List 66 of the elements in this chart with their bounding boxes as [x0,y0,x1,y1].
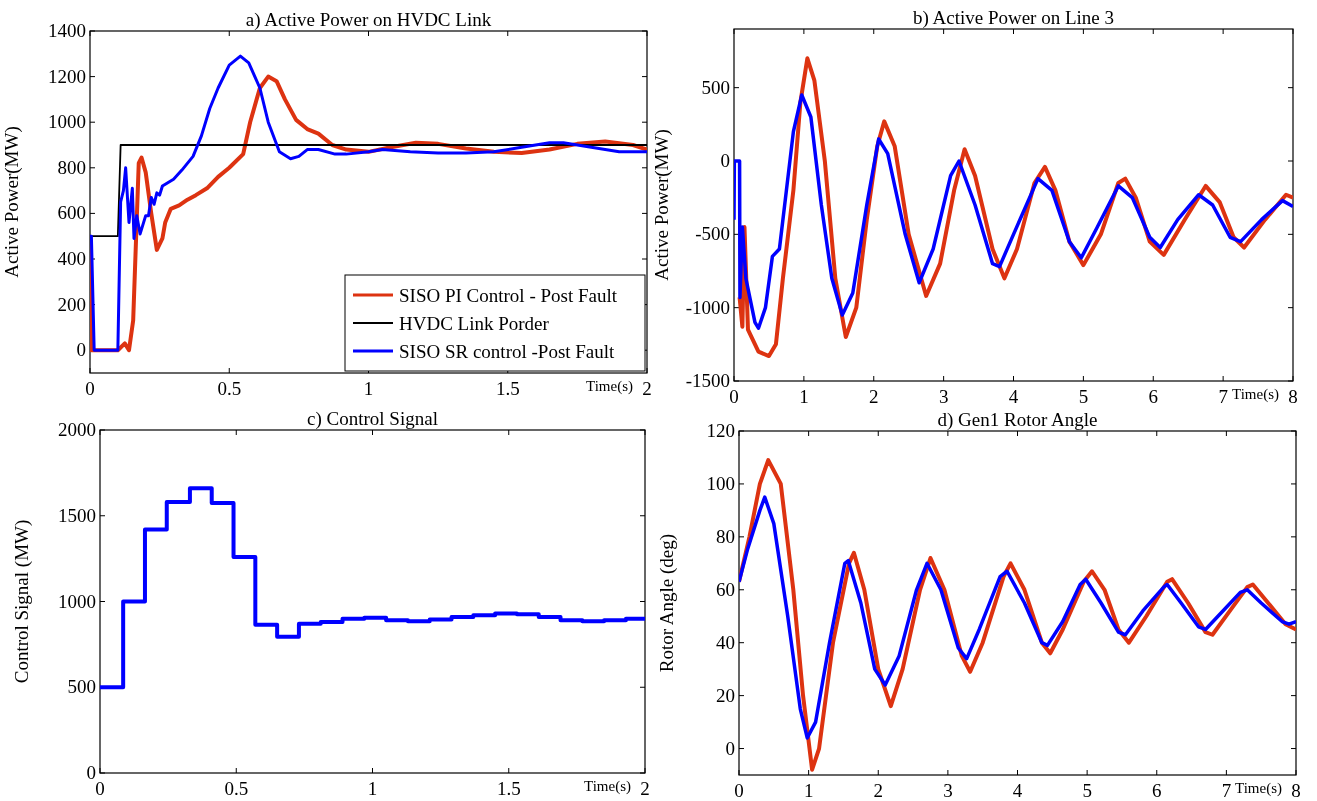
x-tick-label: 7 [1221,780,1232,801]
x-axis-title: Time(s) [584,778,631,795]
y-tick-label: 600 [57,202,86,224]
y-tick-label: 80 [716,525,735,547]
line-series [739,495,1296,740]
y-tick-label: 1400 [48,20,86,41]
y-tick-label: -1000 [685,296,730,318]
x-axis-title: Time(s) [1235,780,1282,797]
x-tick-label: 1.5 [496,778,521,799]
y-tick-label: 1000 [58,590,96,612]
y-tick-label: 20 [716,684,735,706]
y-tick-label: 120 [706,420,735,441]
x-tick-label: 1 [363,378,374,399]
y-tick-label: 40 [716,631,735,653]
y-axis-title: Active Power(MW) [1,126,23,278]
y-tick-label: 200 [57,293,86,315]
x-tick-label: 8 [1288,386,1298,407]
y-tick-label: 2000 [58,419,96,440]
x-tick-label: 2 [869,386,879,407]
y-tick-label: -1500 [685,370,730,391]
y-tick-label: 500 [701,76,730,98]
y-axis-title: Rotor Angle (deg) [656,533,678,673]
chart-title: c) Control Signal [307,408,438,430]
x-tick-label: 1 [799,386,809,407]
x-tick-label: 4 [1008,386,1019,407]
y-tick-label: 0 [86,762,96,783]
y-axis-title: Active Power(MW) [651,129,673,281]
x-axis-title: Time(s) [586,378,633,395]
y-tick-label: 1500 [58,504,96,526]
x-axis-title: Time(s) [1232,386,1279,403]
y-tick-label: 400 [57,248,86,269]
y-tick-label: 60 [716,578,735,600]
x-tick-label: 6 [1148,386,1158,407]
y-tick-label: 1200 [48,65,86,87]
y-tick-label: 800 [57,156,86,178]
x-tick-label: 2 [642,378,652,399]
x-tick-label: 1 [803,780,814,801]
x-tick-label: 2 [640,778,650,799]
x-tick-label: 7 [1218,386,1228,407]
legend-label: HVDC Link Porder [399,313,550,334]
x-tick-label: 5 [1078,386,1089,407]
y-tick-label: 0 [725,737,735,759]
line-series [734,93,1293,330]
chart-title: a) Active Power on HVDC Link [245,9,492,31]
x-tick-label: 3 [938,386,949,407]
y-tick-label: 0 [76,339,86,361]
y-tick-label: 500 [67,676,96,698]
x-tick-label: 3 [943,780,953,801]
y-tick-label: 100 [706,472,735,494]
x-tick-label: 0.5 [224,778,249,799]
y-tick-label: 1000 [48,111,86,133]
x-tick-label: 8 [1291,780,1301,801]
x-tick-label: 5 [1082,780,1092,801]
x-tick-label: 0.5 [217,378,242,399]
y-tick-label: 0 [720,150,730,171]
legend-label: SISO PI Control - Post Fault [399,285,618,306]
y-axis-title: Control Signal (MW) [11,519,33,684]
x-tick-label: 4 [1012,780,1023,801]
x-tick-label: 6 [1152,780,1162,801]
x-tick-label: 1.5 [495,378,520,399]
y-tick-label: -500 [695,223,730,245]
chart-title: d) Gen1 Rotor Angle [937,409,1098,431]
x-tick-label: 2 [873,780,883,801]
x-tick-label: 1 [367,778,378,799]
legend-label: SISO SR control -Post Fault [399,341,616,362]
chart-title: b) Active Power on Line 3 [912,7,1115,29]
